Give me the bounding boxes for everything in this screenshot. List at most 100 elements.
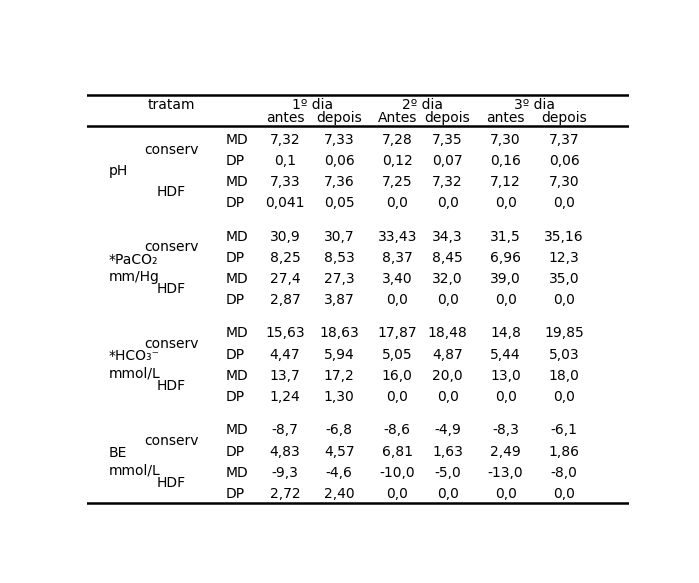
Text: -13,0: -13,0 <box>488 466 524 480</box>
Text: 0,0: 0,0 <box>387 487 408 501</box>
Text: Antes: Antes <box>377 111 417 125</box>
Text: 14,8: 14,8 <box>490 326 521 340</box>
Text: depois: depois <box>541 111 587 125</box>
Text: 17,2: 17,2 <box>324 368 354 382</box>
Text: 8,45: 8,45 <box>432 251 463 265</box>
Text: depois: depois <box>317 111 362 125</box>
Text: 3º dia: 3º dia <box>514 98 555 112</box>
Text: 7,35: 7,35 <box>432 132 463 146</box>
Text: 8,25: 8,25 <box>270 251 301 265</box>
Text: 13,7: 13,7 <box>270 368 301 382</box>
Text: DP: DP <box>226 347 245 361</box>
Text: 8,53: 8,53 <box>324 251 354 265</box>
Text: HDF: HDF <box>157 282 186 296</box>
Text: 0,0: 0,0 <box>437 390 459 404</box>
Text: conserv: conserv <box>144 143 199 157</box>
Text: 39,0: 39,0 <box>490 272 521 286</box>
Text: 0,06: 0,06 <box>324 154 354 168</box>
Text: MD: MD <box>226 175 248 189</box>
Text: 4,57: 4,57 <box>324 444 354 459</box>
Text: -6,8: -6,8 <box>326 423 353 437</box>
Text: DP: DP <box>226 154 245 168</box>
Text: 12,3: 12,3 <box>549 251 579 265</box>
Text: 13,0: 13,0 <box>490 368 521 382</box>
Text: 5,94: 5,94 <box>324 347 354 361</box>
Text: 0,16: 0,16 <box>490 154 521 168</box>
Text: 0,0: 0,0 <box>495 196 517 210</box>
Text: DP: DP <box>226 390 245 404</box>
Text: 7,25: 7,25 <box>382 175 412 189</box>
Text: 7,36: 7,36 <box>324 175 354 189</box>
Text: 0,0: 0,0 <box>437 293 459 307</box>
Text: 4,47: 4,47 <box>270 347 301 361</box>
Text: HDF: HDF <box>157 379 186 393</box>
Text: 0,1: 0,1 <box>274 154 296 168</box>
Text: 7,12: 7,12 <box>490 175 521 189</box>
Text: DP: DP <box>226 444 245 459</box>
Text: 0,0: 0,0 <box>553 487 575 501</box>
Text: -8,3: -8,3 <box>492 423 519 437</box>
Text: -9,3: -9,3 <box>272 466 298 480</box>
Text: -8,6: -8,6 <box>384 423 411 437</box>
Text: conserv: conserv <box>144 240 199 254</box>
Text: 27,3: 27,3 <box>324 272 354 286</box>
Text: -4,9: -4,9 <box>434 423 461 437</box>
Text: -6,1: -6,1 <box>551 423 577 437</box>
Text: -8,7: -8,7 <box>272 423 298 437</box>
Text: 0,12: 0,12 <box>382 154 412 168</box>
Text: DP: DP <box>226 293 245 307</box>
Text: MD: MD <box>226 466 248 480</box>
Text: HDF: HDF <box>157 476 186 490</box>
Text: *PaCO₂
mm/Hg: *PaCO₂ mm/Hg <box>109 252 160 284</box>
Text: 0,0: 0,0 <box>495 390 517 404</box>
Text: 0,0: 0,0 <box>495 487 517 501</box>
Text: 7,37: 7,37 <box>549 132 579 146</box>
Text: MD: MD <box>226 326 248 340</box>
Text: 31,5: 31,5 <box>490 230 521 244</box>
Text: 2,49: 2,49 <box>490 444 521 459</box>
Text: 6,96: 6,96 <box>490 251 521 265</box>
Text: 15,63: 15,63 <box>266 326 305 340</box>
Text: BE
mmol/L: BE mmol/L <box>109 447 161 477</box>
Text: 18,63: 18,63 <box>319 326 359 340</box>
Text: 0,0: 0,0 <box>495 293 517 307</box>
Text: MD: MD <box>226 132 248 146</box>
Text: DP: DP <box>226 251 245 265</box>
Text: -10,0: -10,0 <box>380 466 415 480</box>
Text: 18,48: 18,48 <box>428 326 468 340</box>
Text: HDF: HDF <box>157 185 186 199</box>
Text: -5,0: -5,0 <box>434 466 461 480</box>
Text: 33,43: 33,43 <box>377 230 417 244</box>
Text: 30,9: 30,9 <box>270 230 301 244</box>
Text: 7,28: 7,28 <box>382 132 412 146</box>
Text: 17,87: 17,87 <box>377 326 417 340</box>
Text: 1,63: 1,63 <box>432 444 463 459</box>
Text: antes: antes <box>487 111 525 125</box>
Text: 7,33: 7,33 <box>270 175 301 189</box>
Text: 20,0: 20,0 <box>432 368 463 382</box>
Text: 0,0: 0,0 <box>437 196 459 210</box>
Text: 1,24: 1,24 <box>270 390 301 404</box>
Text: 0,0: 0,0 <box>387 390 408 404</box>
Text: conserv: conserv <box>144 337 199 351</box>
Text: depois: depois <box>425 111 470 125</box>
Text: 34,3: 34,3 <box>432 230 463 244</box>
Text: antes: antes <box>266 111 304 125</box>
Text: DP: DP <box>226 196 245 210</box>
Text: MD: MD <box>226 368 248 382</box>
Text: *HCO₃⁻
mmol/L: *HCO₃⁻ mmol/L <box>109 349 161 381</box>
Text: 3,87: 3,87 <box>324 293 354 307</box>
Text: 1,30: 1,30 <box>324 390 354 404</box>
Text: 0,0: 0,0 <box>387 293 408 307</box>
Text: 35,16: 35,16 <box>545 230 584 244</box>
Text: 4,87: 4,87 <box>432 347 463 361</box>
Text: 16,0: 16,0 <box>382 368 412 382</box>
Text: 8,37: 8,37 <box>382 251 412 265</box>
Text: -4,6: -4,6 <box>326 466 353 480</box>
Text: 1,86: 1,86 <box>549 444 579 459</box>
Text: 2,87: 2,87 <box>270 293 301 307</box>
Text: 0,0: 0,0 <box>553 390 575 404</box>
Text: MD: MD <box>226 230 248 244</box>
Text: DP: DP <box>226 487 245 501</box>
Text: pH: pH <box>109 164 129 178</box>
